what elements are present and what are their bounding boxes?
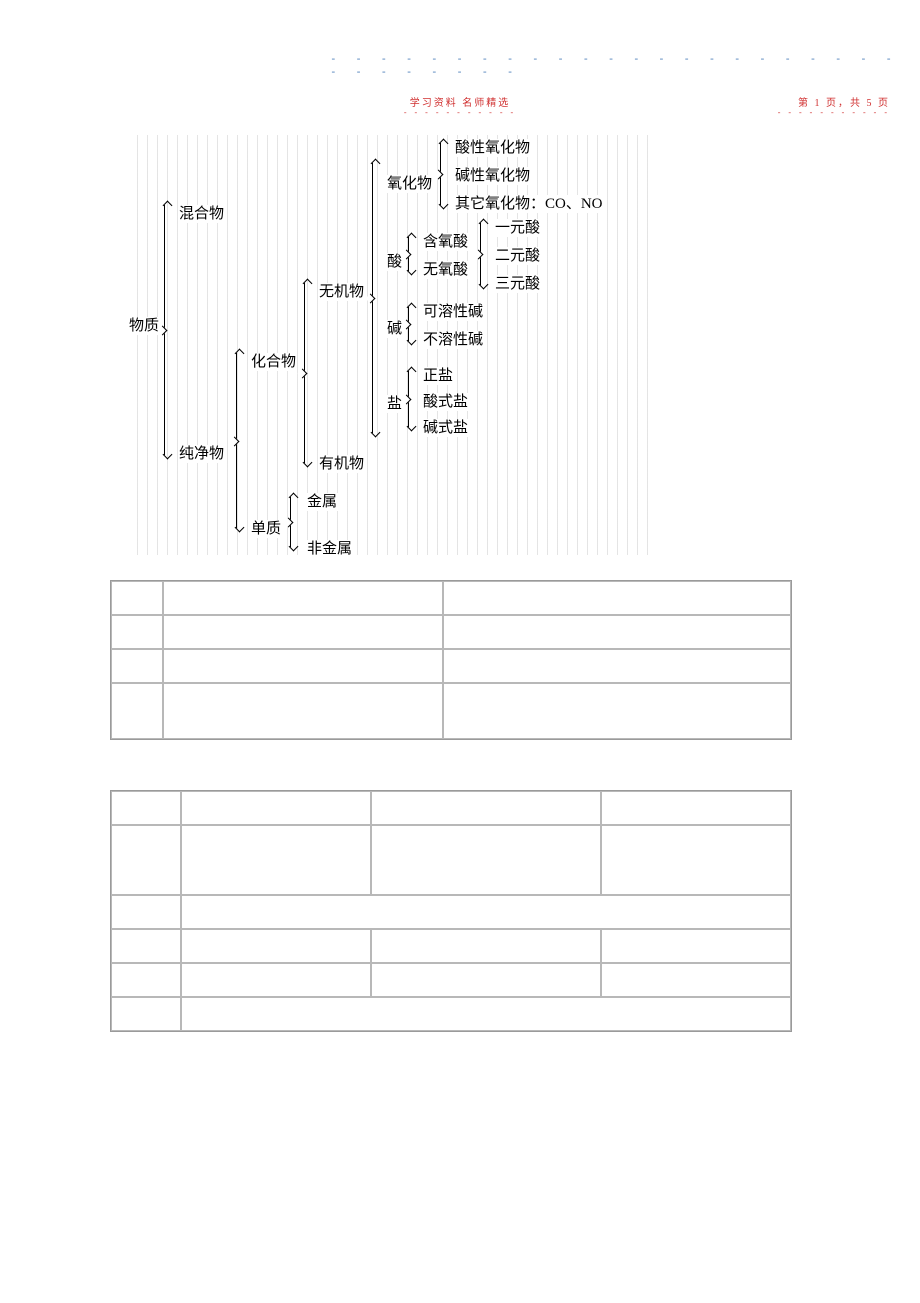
table-cell — [371, 963, 601, 997]
table-cell — [443, 581, 791, 615]
node-suanxing: 酸性氧化物 — [454, 139, 531, 157]
node-suanshi: 酸式盐 — [422, 393, 469, 411]
node-wuyang: 无氧酸 — [422, 261, 469, 279]
node-hanyang: 含氧酸 — [422, 233, 469, 251]
node-hunhewu: 混合物 — [178, 205, 225, 223]
table-row — [111, 895, 791, 929]
node-chunjingwu: 纯净物 — [178, 445, 225, 463]
top-dashed-rule: - - - - - - - - - - - - - - - - - - - - … — [330, 52, 920, 78]
node-huahewu: 化合物 — [250, 353, 297, 371]
classification-tree: 物质 混合物 纯净物 化合物 单质 无机物 有机物 金属 非金属 氧化物 酸 碱… — [128, 135, 648, 555]
table-row — [111, 791, 791, 825]
table-cell — [443, 649, 791, 683]
table-row — [111, 825, 791, 895]
table-cell — [181, 929, 371, 963]
node-jinshu: 金属 — [306, 493, 338, 511]
table-cell — [111, 825, 181, 895]
node-burong: 不溶性碱 — [422, 331, 484, 349]
header-right-dashes: - - - - - - - - - - - — [778, 108, 890, 117]
table-row — [111, 963, 791, 997]
table-cell — [163, 615, 443, 649]
table-row — [111, 929, 791, 963]
header-center-text: 学习资料 名师精选 — [0, 94, 920, 109]
table-row — [111, 649, 791, 683]
node-feijinshu: 非金属 — [306, 540, 353, 558]
table-cell — [111, 649, 163, 683]
table-row — [111, 581, 791, 615]
table-cell — [181, 963, 371, 997]
table-cell — [111, 997, 181, 1031]
node-yan: 盐 — [386, 395, 403, 413]
node-eryuan: 二元酸 — [494, 247, 541, 265]
table-cell — [181, 997, 791, 1031]
table-cell — [601, 825, 791, 895]
node-wuzhi: 物质 — [128, 317, 160, 335]
node-jianxing: 碱性氧化物 — [454, 167, 531, 185]
node-kerong: 可溶性碱 — [422, 303, 484, 321]
table-cell — [371, 791, 601, 825]
table-cell — [163, 683, 443, 739]
node-suan: 酸 — [386, 253, 403, 271]
table-2 — [110, 790, 792, 1032]
table-cell — [371, 929, 601, 963]
table-cell — [111, 791, 181, 825]
table-cell — [163, 581, 443, 615]
node-qita: 其它氧化物：CO、NO — [454, 195, 604, 213]
table-cell — [181, 791, 371, 825]
table-cell — [601, 791, 791, 825]
table-cell — [111, 683, 163, 739]
table-cell — [443, 683, 791, 739]
node-zhengyan: 正盐 — [422, 367, 454, 385]
table-cell — [111, 581, 163, 615]
node-jianshi: 碱式盐 — [422, 419, 469, 437]
header-page-number: 第 1 页，共 5 页 — [798, 94, 890, 109]
table-cell — [601, 929, 791, 963]
node-sanyuan: 三元酸 — [494, 275, 541, 293]
node-danzi: 单质 — [250, 520, 282, 538]
table-cell — [181, 895, 791, 929]
table-cell — [111, 615, 163, 649]
node-jian: 碱 — [386, 320, 403, 338]
page: - - - - - - - - - - - - - - - - - - - - … — [0, 0, 920, 1303]
table-cell — [111, 929, 181, 963]
table-cell — [601, 963, 791, 997]
table-row — [111, 683, 791, 739]
node-youjiwu: 有机物 — [318, 455, 365, 473]
node-yiyuan: 一元酸 — [494, 219, 541, 237]
table-1 — [110, 580, 792, 740]
table-cell — [111, 963, 181, 997]
table-cell — [181, 825, 371, 895]
node-wujiwu: 无机物 — [318, 283, 365, 301]
table-row — [111, 997, 791, 1031]
table-cell — [443, 615, 791, 649]
table-cell — [111, 895, 181, 929]
table-cell — [163, 649, 443, 683]
node-yanghuawu: 氧化物 — [386, 175, 433, 193]
table-cell — [371, 825, 601, 895]
table-row — [111, 615, 791, 649]
